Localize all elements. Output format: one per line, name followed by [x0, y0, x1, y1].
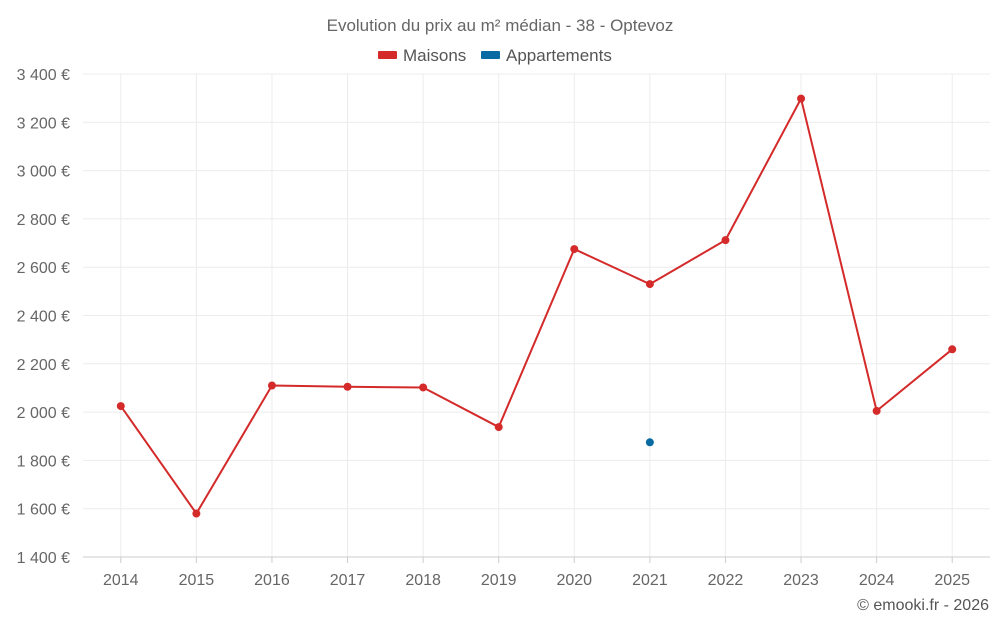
- legend-label-appartements: Appartements: [506, 46, 612, 65]
- x-tick-label: 2021: [632, 572, 668, 589]
- y-tick-label: 2 000 €: [17, 405, 70, 422]
- legend-item-maisons[interactable]: Maisons: [378, 46, 466, 65]
- y-tick-label: 2 400 €: [17, 309, 70, 326]
- legend-swatch-maisons: [378, 51, 397, 59]
- y-tick-label: 3 000 €: [17, 164, 70, 181]
- y-tick-label: 3 200 €: [17, 115, 70, 132]
- legend-swatch-appartements: [481, 51, 500, 59]
- data-point-maisons[interactable]: [948, 345, 957, 354]
- y-tick-label: 2 800 €: [17, 212, 70, 229]
- legend: Maisons Appartements: [378, 46, 612, 65]
- data-point-maisons[interactable]: [797, 94, 806, 103]
- data-point-maisons[interactable]: [419, 383, 428, 392]
- y-tick-label: 1 600 €: [17, 502, 70, 519]
- series: [116, 94, 957, 518]
- data-point-maisons[interactable]: [872, 406, 881, 415]
- x-tick-label: 2020: [556, 572, 592, 589]
- data-point-maisons[interactable]: [116, 402, 125, 411]
- data-point-maisons[interactable]: [267, 381, 276, 390]
- credit-text: © emooki.fr - 2026: [857, 597, 989, 614]
- x-tick-label: 2022: [708, 572, 744, 589]
- x-tick-label: 2014: [103, 572, 139, 589]
- x-axis: 2014 2015 2016 2017 2018 2019 2020 2021 2022 2023…: [83, 556, 990, 589]
- y-tick-label: 1 800 €: [17, 453, 70, 470]
- legend-label-maisons: Maisons: [403, 46, 466, 65]
- y-tick-label: 1 400 €: [17, 550, 70, 567]
- data-point-maisons[interactable]: [721, 236, 730, 245]
- y-tick-label: 2 200 €: [17, 357, 70, 374]
- y-axis: 1 400 € 1 600 € 1 800 € 2 000 € 2 200 € 2 400…: [17, 67, 70, 567]
- data-point-maisons[interactable]: [570, 245, 579, 254]
- y-tick-label: 2 600 €: [17, 260, 70, 277]
- x-tick-label: 2015: [179, 572, 215, 589]
- x-tick-label: 2017: [330, 572, 366, 589]
- x-tick-label: 2023: [783, 572, 819, 589]
- data-point-appartements[interactable]: [645, 438, 654, 447]
- y-tick-label: 3 400 €: [17, 67, 70, 84]
- x-tick-label: 2024: [859, 572, 895, 589]
- x-tick-label: 2018: [405, 572, 441, 589]
- grid: [83, 73, 990, 557]
- chart-title: Evolution du prix au m² médian - 38 - Op…: [327, 16, 674, 35]
- data-point-maisons[interactable]: [343, 382, 352, 391]
- x-tick-label: 2019: [481, 572, 517, 589]
- x-tick-label: 2025: [934, 572, 970, 589]
- legend-item-appartements[interactable]: Appartements: [481, 46, 612, 65]
- data-point-maisons[interactable]: [192, 509, 201, 518]
- data-point-maisons[interactable]: [645, 280, 654, 289]
- series-line-maisons: [119, 97, 953, 515]
- data-point-maisons[interactable]: [494, 423, 503, 432]
- x-tick-label: 2016: [254, 572, 290, 589]
